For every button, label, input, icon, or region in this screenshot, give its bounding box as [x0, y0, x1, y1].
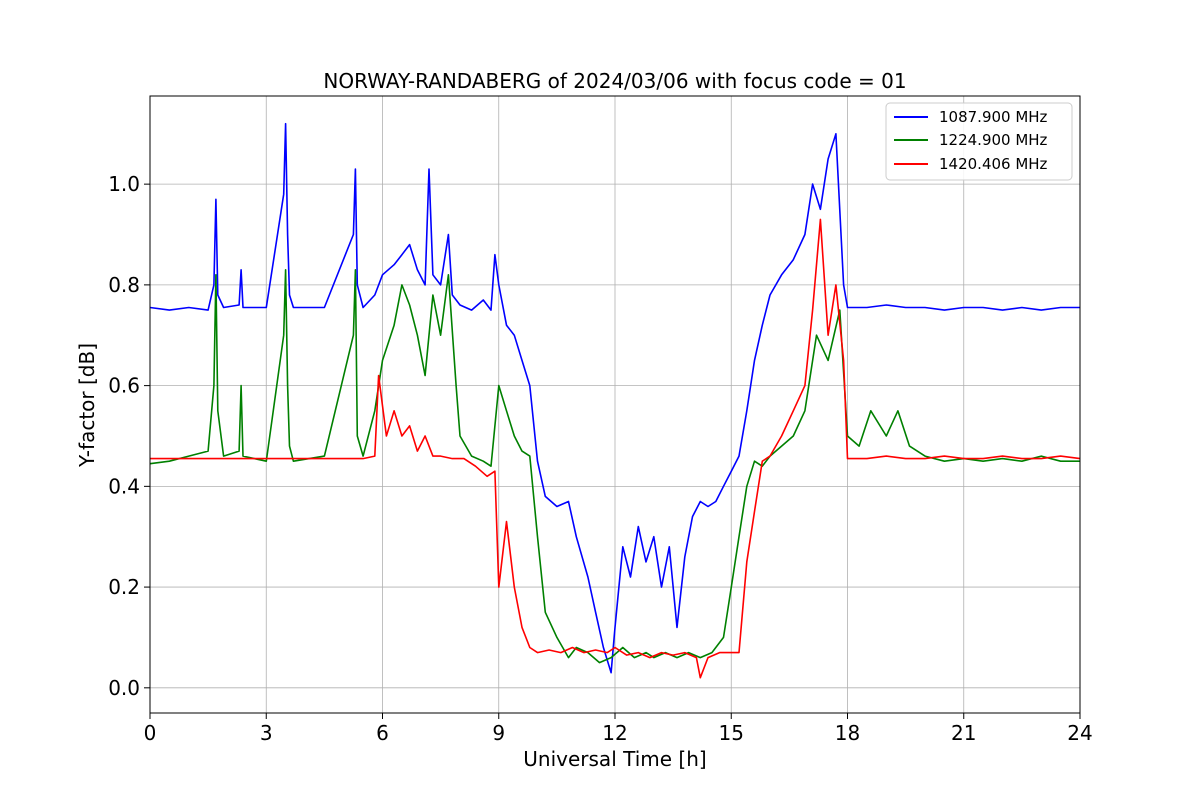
- y-tick-label: 0.0: [108, 676, 140, 700]
- x-tick-label: 6: [376, 721, 389, 745]
- series-lines: [149, 122, 1081, 679]
- chart-title: NORWAY-RANDABERG of 2024/03/06 with focu…: [323, 69, 906, 93]
- legend-label-1087-900: 1087.900 MHz: [939, 108, 1048, 126]
- x-tick-label: 21: [951, 721, 976, 745]
- x-tick-label: 18: [835, 721, 860, 745]
- x-tick-label: 12: [602, 721, 627, 745]
- x-tick-label: 24: [1067, 721, 1092, 745]
- y-tick-label: 0.8: [108, 273, 140, 297]
- x-tick-label: 3: [260, 721, 273, 745]
- legend-box: [885, 102, 1073, 181]
- x-tick-label: 0: [144, 721, 157, 745]
- y-tick-label: 1.0: [108, 172, 140, 196]
- series-line-1087-900-mhz: [149, 122, 1080, 674]
- legend: 1087.900 MHz 1224.900 MHz 1420.406 MHz: [885, 102, 1073, 181]
- grid: [149, 96, 1081, 713]
- axis-ticks: 0 3 6 9 12 15 18 21 24 0.0 0.2 0.4 0.6 0.8 1.0: [108, 172, 1093, 745]
- series-line-1420-406-mhz: [150, 218, 1081, 679]
- x-tick-label: 15: [719, 721, 744, 745]
- y-tick-label: 0.6: [108, 374, 140, 398]
- y-axis-label: Y-factor [dB]: [75, 343, 99, 468]
- x-tick-label: 9: [492, 721, 505, 745]
- y-tick-label: 0.2: [108, 575, 140, 599]
- legend-label-1420-406: 1420.406 MHz: [939, 155, 1048, 173]
- x-axis-label: Universal Time [h]: [523, 747, 706, 771]
- y-tick-label: 0.4: [108, 474, 140, 498]
- legend-label-1224-900: 1224.900 MHz: [939, 131, 1048, 149]
